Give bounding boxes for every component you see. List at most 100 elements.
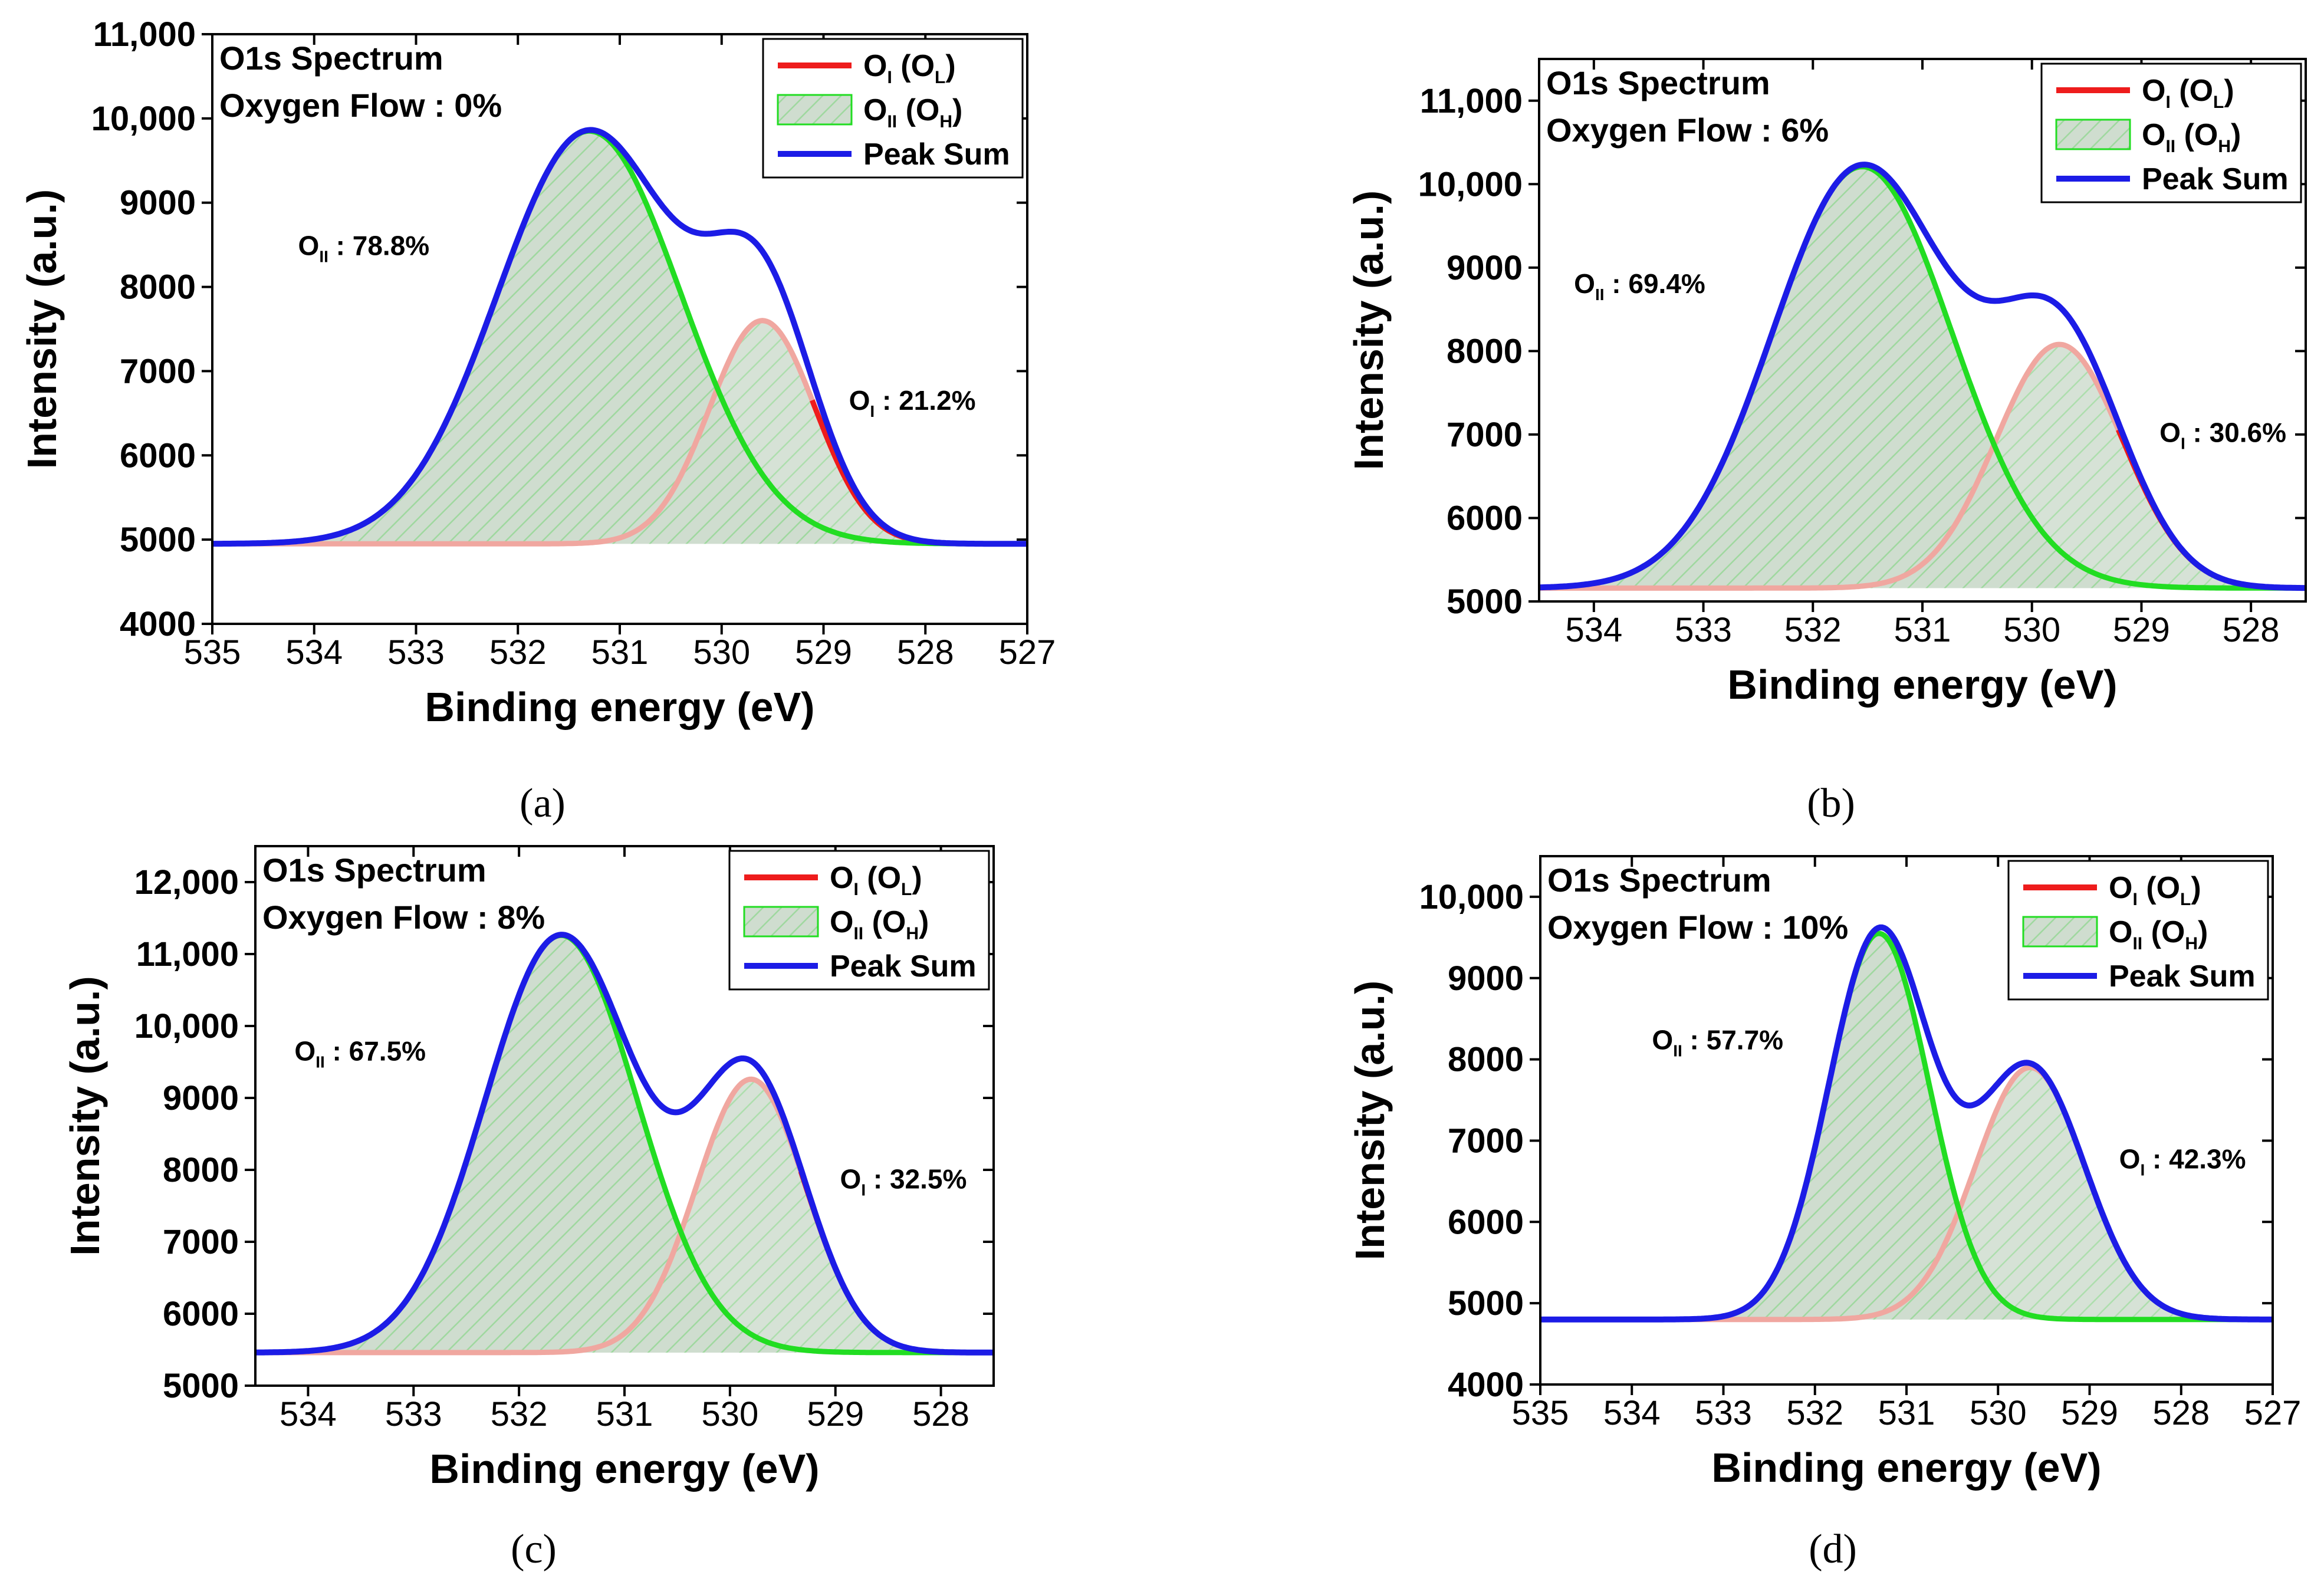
panel-title: O1s Spectrum bbox=[1546, 64, 1770, 101]
x-tick-label: 531 bbox=[1878, 1394, 1935, 1432]
x-tick-label: 532 bbox=[1784, 611, 1842, 649]
legend-paren-open: ( bbox=[2175, 118, 2194, 152]
oii-label-symbol: O bbox=[1574, 268, 1595, 299]
oi-label-symbol: O bbox=[840, 1164, 862, 1195]
y-tick-label: 10,000 bbox=[91, 100, 196, 138]
oii-label-subscript: II bbox=[315, 1053, 325, 1071]
x-tick-label: 530 bbox=[2003, 611, 2060, 649]
oi-share-label: OI : 30.6% bbox=[2159, 417, 2286, 452]
oii-share-label: OII : 67.5% bbox=[294, 1036, 426, 1071]
legend-subscript: II bbox=[2132, 934, 2142, 953]
legend-text: Peak Sum bbox=[2142, 162, 2289, 196]
legend-paren-subscript: L bbox=[935, 68, 945, 87]
x-tick-label: 527 bbox=[999, 633, 1056, 672]
panel-c: 534 533 532 531 530 529 528 5000 6000 7000 8000 900… bbox=[62, 845, 995, 1572]
legend-paren-open: ( bbox=[2138, 871, 2157, 905]
y-tick-label: 5000 bbox=[163, 1367, 239, 1405]
y-tick-label: 4000 bbox=[1448, 1366, 1524, 1404]
legend-symbol: O bbox=[863, 93, 887, 127]
oi-label-subscript: I bbox=[861, 1181, 866, 1199]
legend-paren-open: ( bbox=[2142, 915, 2161, 949]
x-axis-label: Binding energy (eV) bbox=[429, 1446, 819, 1492]
oii-area-fill bbox=[1540, 933, 2273, 1320]
x-tick-label: 534 bbox=[280, 1395, 337, 1433]
y-tick-label: 10,000 bbox=[1418, 165, 1523, 203]
x-axis-label: Binding energy (eV) bbox=[1711, 1445, 2101, 1491]
panel-a: 535 534 533 532 531 530 529 528 527 4000 5000 6000 7… bbox=[19, 15, 1056, 826]
oi-label-symbol: O bbox=[2119, 1143, 2141, 1174]
y-tick-label: 4000 bbox=[120, 605, 196, 643]
x-tick-label: 528 bbox=[912, 1395, 969, 1433]
legend-paren-symbol: O bbox=[916, 93, 939, 127]
peak-sum-line bbox=[212, 127, 1027, 547]
panel-title: O1s Spectrum bbox=[1547, 861, 1771, 899]
oi-label-symbol: O bbox=[849, 385, 870, 416]
legend-paren-open: ( bbox=[2171, 74, 2190, 108]
plot-area bbox=[1539, 162, 2306, 591]
legend-paren-close: ) bbox=[2198, 915, 2208, 949]
legend-paren-open: ( bbox=[859, 861, 877, 895]
oi-share-label: OI : 42.3% bbox=[2119, 1143, 2246, 1179]
x-tick-label: 533 bbox=[1695, 1394, 1752, 1432]
y-tick-label: 9000 bbox=[1447, 249, 1523, 287]
legend-subscript: II bbox=[853, 924, 863, 943]
y-tick-label: 8000 bbox=[120, 268, 196, 307]
legend-text: Peak Sum bbox=[863, 137, 1010, 172]
legend-paren-subscript: H bbox=[2185, 934, 2198, 953]
y-tick-label: 11,000 bbox=[136, 935, 239, 974]
x-tick-label: 533 bbox=[385, 1395, 442, 1433]
legend-paren-symbol: O bbox=[2161, 915, 2185, 949]
x-tick-label: 531 bbox=[1894, 611, 1951, 649]
x-tick-label: 534 bbox=[1603, 1394, 1661, 1432]
legend-label-sum: Peak Sum bbox=[2142, 162, 2289, 196]
oi-label-value: : 21.2% bbox=[875, 385, 975, 416]
legend-text: Peak Sum bbox=[2109, 959, 2256, 994]
oii-share-label: OII : 78.8% bbox=[298, 230, 430, 265]
oi-label-subscript: I bbox=[870, 402, 875, 420]
legend: OI (OL) OII (OH) Peak Sum bbox=[728, 850, 990, 991]
oi-label-subscript: I bbox=[2181, 434, 2185, 452]
oi-area-fill bbox=[255, 1079, 994, 1353]
legend: OI (OL)OII (OH)Peak Sum bbox=[2040, 63, 2302, 203]
legend-subscript: II bbox=[2165, 137, 2175, 156]
plot-area bbox=[212, 127, 1027, 547]
oii-area-fill bbox=[1539, 166, 2306, 588]
oii-label-symbol: O bbox=[298, 230, 320, 261]
x-tick-label: 527 bbox=[2244, 1394, 2302, 1432]
peak-sum-line bbox=[1540, 924, 2273, 1323]
oii-label-value: : 57.7% bbox=[1682, 1024, 1783, 1055]
legend-paren-open: ( bbox=[897, 93, 916, 127]
panel-caption: (b) bbox=[1807, 781, 1855, 826]
plot-area bbox=[1540, 924, 2273, 1323]
oi-label-value: : 42.3% bbox=[2145, 1143, 2246, 1174]
y-tick-label: 7000 bbox=[1447, 416, 1523, 454]
x-tick-label: 528 bbox=[897, 633, 954, 672]
legend-paren-close: ) bbox=[919, 905, 929, 939]
panel-d: 535 534 533 532 531 530 529 528 527 4000 5000 6000 7… bbox=[1347, 855, 2302, 1572]
legend-label-oi: OI (OL) bbox=[830, 861, 922, 899]
legend-label-oii: OII (OH) bbox=[830, 905, 929, 943]
panel-subtitle: Oxygen Flow : 6% bbox=[1546, 111, 1829, 149]
legend-paren-close: ) bbox=[912, 861, 922, 895]
y-tick-label: 9000 bbox=[120, 184, 196, 222]
legend-label-oii: OII (OH) bbox=[863, 93, 962, 131]
legend-swatch-oii bbox=[743, 906, 819, 938]
x-tick-label: 532 bbox=[1786, 1394, 1843, 1432]
panel-caption: (d) bbox=[1809, 1527, 1857, 1572]
oi-share-label: OI : 21.2% bbox=[849, 385, 976, 420]
oi-area-fill bbox=[1540, 1067, 2273, 1320]
oii-label-subscript: II bbox=[319, 247, 328, 265]
peak-sum-line bbox=[1539, 162, 2306, 591]
y-tick-label: 6000 bbox=[163, 1295, 239, 1333]
legend-text: Peak Sum bbox=[830, 949, 977, 984]
legend-paren-close: ) bbox=[2231, 118, 2241, 152]
legend-subscript: II bbox=[887, 112, 897, 131]
oii-area-fill bbox=[255, 935, 994, 1353]
y-tick-label: 9000 bbox=[163, 1079, 239, 1117]
y-tick-label: 10,000 bbox=[134, 1007, 239, 1045]
legend-paren-symbol: O bbox=[877, 861, 901, 895]
legend-label-sum: Peak Sum bbox=[2109, 959, 2256, 994]
legend-symbol: O bbox=[830, 905, 853, 939]
y-tick-label: 6000 bbox=[120, 436, 196, 475]
y-tick-label: 12,000 bbox=[134, 863, 239, 902]
